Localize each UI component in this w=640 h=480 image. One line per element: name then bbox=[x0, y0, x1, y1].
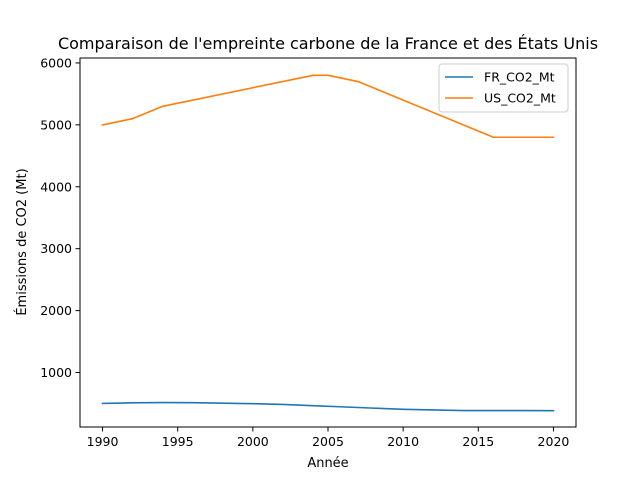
x-tick-label: 1995 bbox=[162, 434, 194, 449]
legend-label-us-co2-mt: US_CO2_Mt bbox=[484, 91, 556, 106]
legend-box bbox=[438, 63, 569, 113]
series-line-us-co2-mt bbox=[101, 74, 555, 139]
plot-frame bbox=[79, 57, 577, 428]
y-tick-label: 4000 bbox=[40, 179, 72, 194]
series-line-fr-co2-mt bbox=[101, 401, 555, 412]
x-tick-label: 1990 bbox=[87, 434, 119, 449]
y-tick-label: 3000 bbox=[40, 241, 72, 256]
x-tick-label: 2000 bbox=[237, 434, 269, 449]
y-tick-label: 5000 bbox=[40, 117, 72, 132]
chart-title: Comparaison de l'empreinte carbone de la… bbox=[58, 34, 598, 53]
y-axis: 1000 2000 3000 4000 5000 6000 bbox=[40, 55, 80, 380]
x-axis: 1990 1995 2000 2005 2010 2015 2020 bbox=[87, 427, 570, 449]
x-axis-title: Année bbox=[307, 456, 348, 471]
x-tick-label: 2005 bbox=[312, 434, 344, 449]
x-tick-label: 2015 bbox=[462, 434, 494, 449]
x-tick-label: 2020 bbox=[538, 434, 570, 449]
x-tick-label: 2010 bbox=[387, 434, 419, 449]
y-tick-label: 6000 bbox=[40, 55, 72, 70]
y-axis-title: Émissions de CO2 (Mt) bbox=[14, 168, 30, 315]
y-tick-label: 1000 bbox=[40, 365, 72, 380]
series-layer bbox=[101, 74, 555, 412]
y-tick-label: 2000 bbox=[40, 303, 72, 318]
legend: FR_CO2_Mt US_CO2_Mt bbox=[438, 63, 569, 113]
legend-label-fr-co2-mt: FR_CO2_Mt bbox=[484, 70, 555, 85]
